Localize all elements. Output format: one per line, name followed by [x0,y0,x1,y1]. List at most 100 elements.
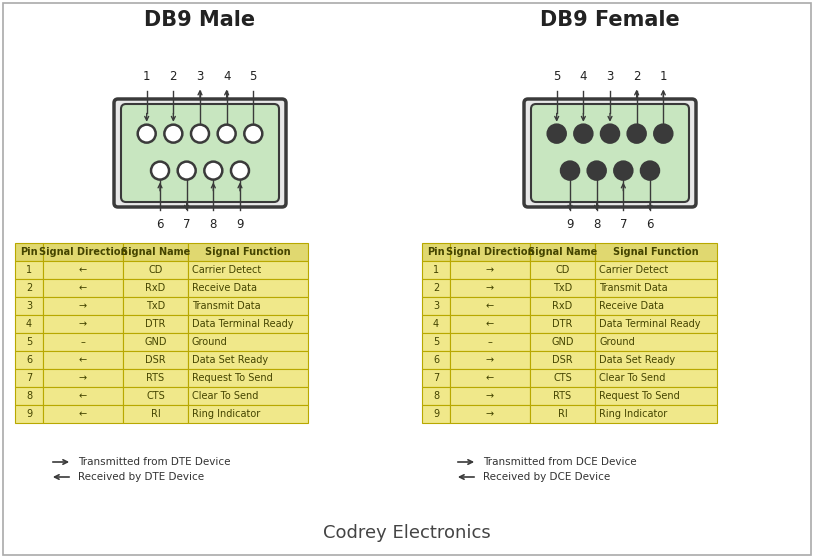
Text: Clear To Send: Clear To Send [599,373,665,383]
Text: 7: 7 [26,373,32,383]
Text: RxD: RxD [146,283,165,293]
Bar [123,315,188,333]
Bar [123,279,188,297]
Text: 5: 5 [250,70,257,83]
Bar [422,315,450,333]
Bar [422,243,450,261]
Text: 8: 8 [433,391,439,401]
Bar [43,369,123,387]
Circle shape [191,124,209,143]
Bar [450,333,530,351]
Text: Data Set Ready: Data Set Ready [192,355,268,365]
Text: DTR: DTR [146,319,166,329]
Text: 3: 3 [196,70,204,83]
Text: Data Set Ready: Data Set Ready [599,355,675,365]
Bar [422,297,450,315]
Bar [450,261,530,279]
Bar [188,351,308,369]
Text: 2: 2 [433,283,439,293]
Bar [123,405,188,423]
Bar [450,351,530,369]
Text: ←: ← [486,319,494,329]
Bar [15,351,43,369]
Bar [188,297,308,315]
Bar [43,261,123,279]
Bar [123,333,188,351]
Text: 1: 1 [433,265,439,275]
Text: 4: 4 [580,70,587,83]
FancyBboxPatch shape [524,99,696,207]
Bar [450,387,530,405]
Bar [595,333,717,351]
Text: 3: 3 [606,70,614,83]
Bar [595,405,717,423]
Circle shape [138,124,155,143]
Text: RI: RI [151,409,160,419]
Circle shape [244,124,262,143]
Text: 4: 4 [26,319,32,329]
Text: TxD: TxD [553,283,572,293]
Bar [188,387,308,405]
Bar [43,279,123,297]
Text: RTS: RTS [554,391,571,401]
Text: →: → [486,391,494,401]
Bar [43,243,123,261]
Circle shape [231,162,249,180]
Text: Transmitted from DTE Device: Transmitted from DTE Device [78,457,230,467]
Bar [422,387,450,405]
Circle shape [561,162,579,180]
Text: DSR: DSR [145,355,166,365]
Text: Transmitted from DCE Device: Transmitted from DCE Device [483,457,637,467]
Text: 7: 7 [183,218,190,230]
Text: Signal Direction: Signal Direction [446,247,534,257]
Bar [15,387,43,405]
Text: ←: ← [486,301,494,311]
Text: Pin: Pin [427,247,444,257]
Bar [530,369,595,387]
Text: ←: ← [79,391,87,401]
Text: 1: 1 [659,70,667,83]
Text: 5: 5 [433,337,439,347]
Bar [422,405,450,423]
Bar [450,315,530,333]
Bar [15,369,43,387]
Bar [595,261,717,279]
Bar [15,279,43,297]
Bar [188,333,308,351]
Circle shape [601,124,619,143]
FancyBboxPatch shape [531,104,689,202]
Bar [595,351,717,369]
Text: RI: RI [558,409,567,419]
Text: Transmit Data: Transmit Data [192,301,260,311]
Bar [422,351,450,369]
Text: Codrey Electronics: Codrey Electronics [323,524,491,542]
Text: Carrier Detect: Carrier Detect [192,265,261,275]
Text: 3: 3 [26,301,32,311]
Text: Data Terminal Ready: Data Terminal Ready [599,319,701,329]
Bar [450,405,530,423]
Bar [188,261,308,279]
Bar [123,369,188,387]
Text: DTR: DTR [553,319,573,329]
Circle shape [151,162,169,180]
Text: 7: 7 [619,218,627,230]
Bar [530,405,595,423]
Bar [43,405,123,423]
Bar [595,243,717,261]
Text: 2: 2 [26,283,32,293]
Circle shape [641,162,659,180]
Text: GND: GND [551,337,574,347]
Bar [530,315,595,333]
Bar [15,297,43,315]
Bar [530,333,595,351]
Bar [422,261,450,279]
Text: Carrier Detect: Carrier Detect [599,265,668,275]
Text: 6: 6 [646,218,654,230]
Text: CD: CD [148,265,163,275]
Text: 2: 2 [169,70,177,83]
Text: Signal Direction: Signal Direction [39,247,127,257]
Circle shape [615,162,632,180]
Text: 2: 2 [633,70,641,83]
Bar [188,243,308,261]
Bar [530,279,595,297]
